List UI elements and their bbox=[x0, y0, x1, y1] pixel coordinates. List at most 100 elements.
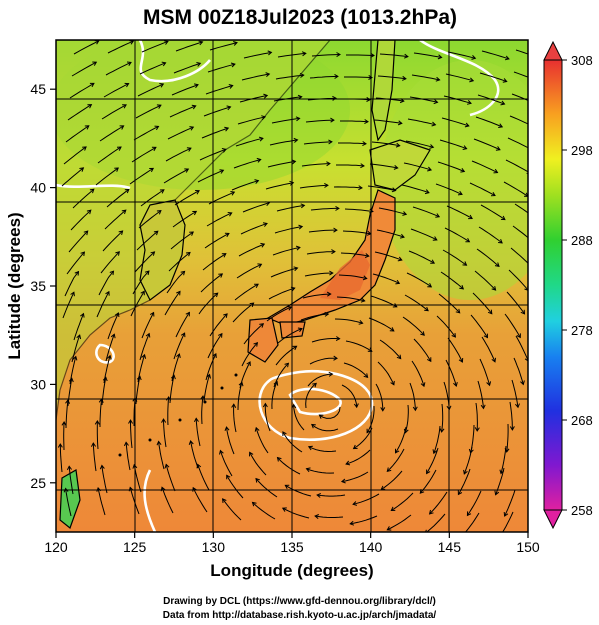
streamline-arrowhead bbox=[228, 84, 234, 89]
streamline-arrowhead bbox=[262, 222, 268, 227]
streamline bbox=[68, 466, 74, 495]
streamline bbox=[65, 400, 69, 429]
streamline bbox=[163, 419, 167, 448]
streamline bbox=[477, 380, 484, 409]
streamline bbox=[163, 168, 189, 184]
credit-drawing: Drawing by DCL (https://www.gfd-dennou.o… bbox=[163, 596, 436, 607]
streamline-arrowhead bbox=[141, 353, 147, 359]
streamline bbox=[481, 336, 496, 362]
streamline-arrowhead bbox=[331, 249, 336, 255]
streamline bbox=[373, 119, 402, 124]
streamline bbox=[457, 468, 471, 495]
streamline bbox=[249, 452, 267, 476]
streamline bbox=[131, 146, 157, 163]
streamline bbox=[509, 115, 528, 125]
streamline-arrowhead bbox=[200, 395, 206, 400]
streamline bbox=[255, 478, 278, 498]
streamline bbox=[101, 104, 127, 120]
streamline-arrowhead bbox=[165, 396, 171, 401]
streamline bbox=[311, 338, 340, 343]
streamline-arrowhead bbox=[399, 233, 405, 239]
streamline-arrowhead bbox=[462, 145, 468, 150]
streamline bbox=[375, 383, 384, 411]
streamline bbox=[409, 382, 416, 411]
streamline-arrowhead bbox=[427, 282, 433, 288]
streamline bbox=[463, 446, 473, 475]
streamline-arrowhead bbox=[223, 313, 228, 318]
streamline-arrowhead bbox=[349, 520, 355, 526]
streamline bbox=[338, 142, 367, 145]
streamline bbox=[101, 465, 108, 494]
streamline-arrowhead bbox=[334, 73, 339, 79]
y-axis-label: Latitude (degrees) bbox=[5, 212, 24, 359]
streamline bbox=[67, 104, 92, 121]
streamline-arrowhead bbox=[160, 486, 166, 492]
streamline-arrowhead bbox=[312, 382, 317, 388]
streamline bbox=[444, 227, 470, 243]
colorbar-top-arrow bbox=[543, 40, 563, 61]
streamline bbox=[439, 139, 467, 150]
streamline-arrowhead bbox=[89, 82, 95, 88]
streamline bbox=[204, 232, 230, 249]
streamline bbox=[345, 449, 371, 465]
streamline-arrowhead bbox=[386, 526, 392, 531]
streamline bbox=[307, 373, 333, 387]
streamline bbox=[241, 342, 258, 367]
streamline-arrowhead bbox=[426, 357, 432, 363]
streamline bbox=[240, 223, 268, 235]
streamline bbox=[206, 212, 232, 227]
streamline-arrowhead bbox=[432, 449, 438, 455]
streamline bbox=[372, 273, 400, 284]
y-tick-label: 45 bbox=[30, 81, 46, 97]
streamline-arrowhead bbox=[428, 509, 434, 515]
x-tick-label: 140 bbox=[359, 539, 383, 555]
streamline-arrowhead bbox=[163, 40, 169, 45]
streamline bbox=[207, 333, 223, 359]
streamline-arrowhead bbox=[213, 292, 219, 298]
streamline bbox=[408, 250, 435, 264]
streamline-arrowhead bbox=[226, 474, 231, 480]
streamline bbox=[435, 183, 463, 195]
streamline-arrowhead bbox=[465, 237, 471, 243]
streamline bbox=[130, 420, 133, 449]
streamline bbox=[140, 189, 165, 207]
streamline-arrowhead bbox=[180, 332, 186, 338]
streamline-arrowhead bbox=[330, 117, 335, 123]
streamline bbox=[277, 328, 303, 344]
streamline-arrowhead bbox=[219, 169, 225, 174]
streamline bbox=[190, 440, 199, 469]
streamline bbox=[135, 376, 141, 405]
streamline-arrowhead bbox=[390, 506, 396, 512]
streamline-arrowhead bbox=[254, 283, 259, 288]
streamline-arrowhead bbox=[289, 180, 295, 186]
x-tick-label: 135 bbox=[280, 539, 304, 555]
streamline bbox=[515, 49, 528, 55]
streamline bbox=[219, 450, 233, 477]
streamline-arrowhead bbox=[84, 125, 90, 130]
streamline-arrowhead bbox=[509, 426, 515, 431]
streamline bbox=[311, 424, 339, 432]
streamline-arrowhead bbox=[358, 319, 364, 325]
streamline-arrowhead bbox=[397, 120, 403, 126]
streamline bbox=[514, 203, 528, 214]
streamline bbox=[447, 337, 463, 363]
streamline-arrowhead bbox=[98, 398, 104, 403]
streamline bbox=[175, 41, 203, 52]
korean-peninsula bbox=[139, 199, 186, 301]
streamline bbox=[511, 379, 519, 408]
streamline bbox=[232, 302, 254, 323]
streamline-arrowhead bbox=[66, 465, 72, 471]
streamline-arrowhead bbox=[534, 216, 538, 220]
streamline-arrowhead bbox=[435, 213, 441, 218]
streamline-arrowhead bbox=[185, 251, 191, 257]
streamline-arrowhead bbox=[520, 380, 525, 386]
streamline bbox=[429, 491, 448, 515]
streamline bbox=[234, 283, 259, 301]
streamline-arrowhead bbox=[335, 205, 340, 211]
streamline-arrowhead bbox=[451, 333, 456, 338]
streamline-arrowhead bbox=[329, 270, 334, 276]
kyushu-island bbox=[247, 317, 279, 363]
streamline bbox=[236, 263, 262, 279]
streamline bbox=[273, 96, 302, 102]
streamline-arrowhead bbox=[403, 428, 409, 434]
